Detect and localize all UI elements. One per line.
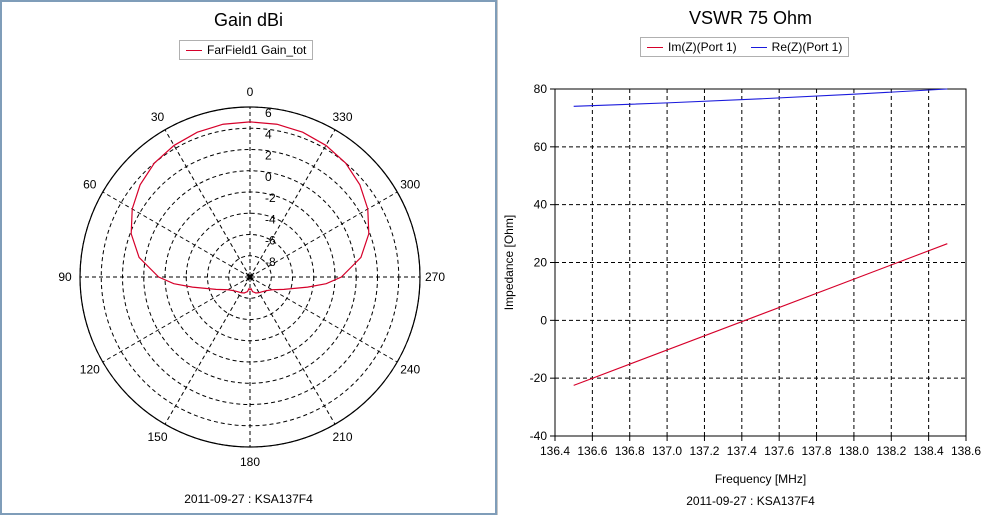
legend-item-imz: Im(Z)(Port 1) [647, 40, 737, 54]
polar-angle-label: 300 [400, 178, 420, 192]
polar-grid-spoke [102, 276, 251, 363]
polar-angle-label: 270 [425, 270, 445, 284]
polar-grid-spoke [164, 276, 251, 425]
impedance-x-tick-label: 136.4 [540, 444, 570, 458]
polar-angle-label: 30 [151, 110, 165, 124]
polar-angle-label: 210 [332, 430, 352, 444]
legend-line-rez-swatch [750, 46, 767, 48]
polar-angle-label: 330 [332, 110, 352, 124]
polar-radius-label: 0 [265, 170, 272, 184]
impedance-chart-title: VSWR 75 Ohm [688, 8, 813, 28]
impedance-x-tick-label: 136.6 [577, 444, 607, 458]
impedance-y-tick-label: -40 [530, 429, 548, 443]
impedance-chart-legend: Im(Z)(Port 1) Re(Z)(Port 1) [640, 37, 850, 57]
polar-grid-spoke [164, 129, 251, 278]
impedance-x-axis-label: Frequency [MHz] [715, 472, 806, 486]
polar-angle-label: 120 [80, 363, 100, 377]
polar-chart-footer: 2011-09-27 : KSA137F4 [184, 492, 313, 506]
legend-line-imz-swatch [647, 46, 663, 48]
impedance-y-tick-label: 40 [534, 198, 548, 212]
polar-grid-spoke [249, 191, 398, 278]
legend-label-gain: FarField1 Gain_tot [207, 43, 307, 57]
legend-line-gain-swatch [186, 49, 202, 51]
polar-angle-label: 90 [58, 270, 72, 284]
impedance-x-tick-label: 137.0 [652, 444, 682, 458]
imz-series-line [573, 243, 948, 386]
polar-radius-label: -6 [265, 234, 276, 248]
impedance-y-tick-label: 0 [540, 313, 547, 327]
rez-series-line [573, 88, 948, 107]
impedance-chart-footer: 2011-09-27 : KSA137F4 [686, 494, 815, 508]
polar-grid-spoke [102, 191, 251, 278]
polar-radius-label: -2 [265, 191, 276, 205]
legend-item-rez: Re(Z)(Port 1) [750, 40, 843, 54]
impedance-y-tick-label: -20 [530, 371, 548, 385]
legend-item-gain: FarField1 Gain_tot [186, 43, 306, 57]
polar-angle-label: 180 [240, 455, 260, 469]
polar-grid-spoke [249, 129, 336, 278]
legend-label-rez: Re(Z)(Port 1) [771, 40, 843, 54]
impedance-y-tick-label: 80 [534, 82, 548, 96]
polar-center-marker [245, 272, 255, 282]
impedance-x-tick-label: 137.8 [802, 444, 832, 458]
polar-angle-label: 240 [400, 363, 420, 377]
impedance-y-tick-label: 20 [534, 256, 548, 270]
polar-angle-label: 60 [83, 178, 97, 192]
impedance-x-tick-label: 137.2 [689, 444, 719, 458]
impedance-x-tick-label: 138.2 [876, 444, 906, 458]
polar-radius-label: -8 [265, 255, 276, 269]
impedance-y-tick-label: 60 [534, 140, 548, 154]
polar-grid-spoke [249, 276, 398, 363]
impedance-x-tick-label: 137.4 [727, 444, 757, 458]
polar-chart-title: Gain dBi [213, 10, 284, 30]
impedance-x-tick-label: 136.8 [615, 444, 645, 458]
impedance-y-axis-label: Impedance [Ohm] [502, 215, 516, 310]
polar-angle-label: 0 [247, 85, 254, 99]
polar-radius-label: -4 [265, 212, 276, 226]
legend-label-imz: Im(Z)(Port 1) [668, 40, 737, 54]
polar-radius-label: 4 [265, 127, 272, 141]
polar-series-line [130, 121, 370, 294]
impedance-x-tick-label: 137.6 [764, 444, 794, 458]
impedance-chart-svg: 136.4 136.6 136.8 137.0 137.2 137.4 137.6 137.8… [502, 82, 981, 486]
polar-radius-label: 2 [265, 149, 272, 163]
impedance-x-tick-label: 138.0 [839, 444, 869, 458]
polar-chart-legend: FarField1 Gain_tot [179, 40, 314, 60]
impedance-x-tick-label: 138.6 [951, 444, 981, 458]
polar-chart-panel: Gain dBi FarField1 Gain_tot 0 30 60 90 120 15… [0, 0, 497, 515]
polar-radius-label: 6 [265, 106, 272, 120]
polar-grid-spoke [249, 276, 336, 425]
impedance-x-tick-label: 138.4 [914, 444, 944, 458]
polar-angle-label: 150 [147, 430, 167, 444]
polar-chart-svg: 0 30 60 90 120 150 180 210 240 270 300 330 6 4 2 0 -2 -4 -… [58, 85, 445, 469]
impedance-chart-panel: VSWR 75 Ohm Im(Z)(Port 1) Re(Z)(Port 1) … [497, 0, 1003, 515]
